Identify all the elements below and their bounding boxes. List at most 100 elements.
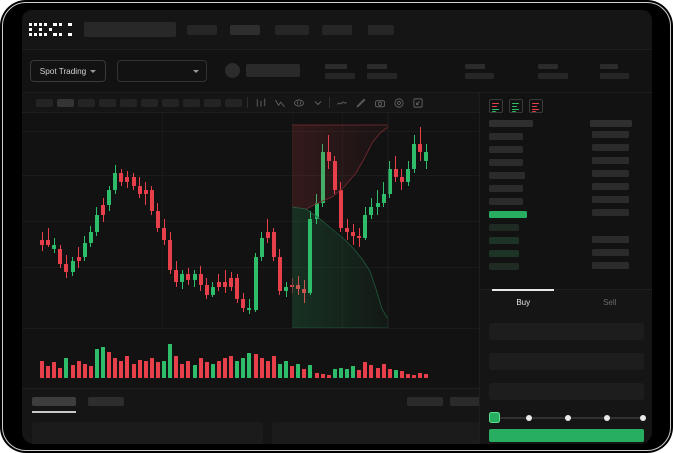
timeframe-chip-7[interactable] — [162, 99, 179, 107]
volume-bar — [113, 358, 118, 378]
okx-logo[interactable] — [29, 21, 73, 38]
pencil-icon[interactable] — [355, 97, 367, 109]
volume-bar — [308, 364, 313, 378]
order-book-size-cell[interactable] — [592, 183, 629, 190]
nav-item-5[interactable] — [368, 25, 394, 35]
slider-stop-100[interactable] — [640, 414, 646, 421]
submit-buy-button[interactable] — [489, 429, 644, 442]
top-header — [22, 10, 652, 50]
volume-bar — [320, 374, 325, 378]
tab-sell[interactable]: Sell — [567, 290, 653, 314]
timeframe-chip-1[interactable] — [36, 99, 53, 107]
timeframe-chip-3[interactable] — [78, 99, 95, 107]
volume-bar — [119, 361, 124, 378]
bottom-action-1[interactable] — [407, 397, 443, 406]
order-book-bid-row[interactable] — [489, 224, 519, 231]
line-chart-icon[interactable] — [336, 97, 348, 109]
camera-icon[interactable] — [374, 97, 386, 109]
volume-bar — [381, 363, 386, 378]
settings-icon[interactable] — [393, 97, 405, 109]
order-book-ask-row[interactable] — [489, 146, 523, 153]
order-book-spread-row[interactable] — [489, 211, 527, 218]
volume-bar — [52, 362, 57, 378]
order-book-size-cell[interactable] — [592, 131, 629, 138]
timeframe-chip-6[interactable] — [141, 99, 158, 107]
search-input[interactable] — [84, 22, 176, 37]
total-field[interactable] — [489, 383, 644, 400]
volume-bar — [418, 372, 423, 378]
tab-buy[interactable]: Buy — [480, 289, 567, 314]
fullscreen-icon[interactable] — [412, 97, 424, 109]
order-book-ask-row[interactable] — [489, 185, 523, 192]
timeframe-chip-10[interactable] — [225, 99, 242, 107]
volume-bar — [412, 375, 417, 378]
amount-field[interactable] — [489, 353, 644, 370]
nav-item-2[interactable] — [230, 25, 260, 35]
volume-bar — [46, 366, 51, 378]
market-type-dropdown[interactable]: Spot Trading — [30, 60, 106, 82]
slider-stop-50[interactable] — [565, 414, 571, 421]
order-book-ask-row[interactable] — [489, 133, 523, 140]
depth-asks-icon[interactable] — [529, 99, 543, 113]
amount-slider-handle[interactable] — [489, 412, 500, 423]
order-book-size-cell[interactable] — [592, 209, 629, 216]
logo-glyph-k — [43, 23, 57, 36]
order-book-bid-row[interactable] — [489, 250, 519, 257]
order-book-size-cell[interactable] — [592, 157, 629, 164]
timeframe-chip-4[interactable] — [99, 99, 116, 107]
price-field[interactable] — [489, 323, 644, 340]
order-book-size-cell[interactable] — [592, 236, 629, 243]
tab-order-history[interactable] — [88, 397, 124, 406]
depth-both-icon[interactable] — [489, 99, 503, 113]
volume-bar — [424, 374, 429, 378]
chevron-down-icon — [193, 69, 199, 73]
order-book-ask-row[interactable] — [489, 159, 523, 166]
timeframe-chip-5[interactable] — [120, 99, 137, 107]
nav-item-3[interactable] — [275, 25, 309, 35]
order-book-size-cell[interactable] — [592, 262, 629, 269]
order-book-size-cell[interactable] — [592, 170, 629, 177]
order-book-size-cell[interactable] — [592, 144, 629, 151]
volume-bar — [302, 368, 307, 378]
slider-stop-75[interactable] — [604, 414, 610, 421]
pair-name-placeholder — [246, 64, 300, 77]
bottom-action-2[interactable] — [450, 397, 484, 406]
slider-stop-25[interactable] — [526, 414, 532, 421]
volume-bar — [70, 364, 75, 378]
volume-histogram — [22, 328, 479, 388]
timeframe-chip-2[interactable] — [57, 99, 74, 107]
trade-form-panel: Buy Sell — [479, 289, 652, 444]
nav-item-1[interactable] — [187, 25, 217, 35]
order-book-size-cell[interactable] — [592, 196, 629, 203]
tab-open-orders[interactable] — [32, 397, 76, 406]
chevron-down-icon[interactable] — [312, 97, 324, 109]
volume-bar — [174, 355, 179, 378]
volume-bar — [40, 361, 44, 378]
volume-bar — [162, 361, 166, 378]
timeframe-chip-8[interactable] — [183, 99, 200, 107]
volume-bar — [235, 361, 240, 378]
order-book-ask-row[interactable] — [489, 172, 525, 179]
compare-icon[interactable] — [293, 97, 305, 109]
volume-bar — [326, 375, 331, 378]
stat-change-24h — [367, 64, 397, 79]
timeframe-chip-9[interactable] — [204, 99, 221, 107]
candlestick-icon[interactable] — [255, 97, 267, 109]
indicators-icon[interactable] — [274, 97, 286, 109]
order-book-ask-row[interactable] — [489, 198, 523, 205]
volume-bar — [290, 366, 295, 378]
pair-dropdown[interactable] — [117, 60, 207, 82]
depth-bids-icon[interactable] — [509, 99, 523, 113]
volume-bar — [332, 368, 337, 378]
order-book-bid-row[interactable] — [489, 237, 519, 244]
volume-bar — [168, 344, 173, 378]
price-chart[interactable] — [22, 113, 479, 328]
order-book-size-cell[interactable] — [592, 249, 629, 256]
chart-toolbar — [22, 93, 479, 113]
volume-bar — [247, 353, 252, 378]
nav-item-4[interactable] — [322, 25, 352, 35]
volume-bar — [345, 368, 349, 378]
orders-card-right — [272, 422, 502, 444]
order-book-bid-row[interactable] — [489, 263, 519, 270]
